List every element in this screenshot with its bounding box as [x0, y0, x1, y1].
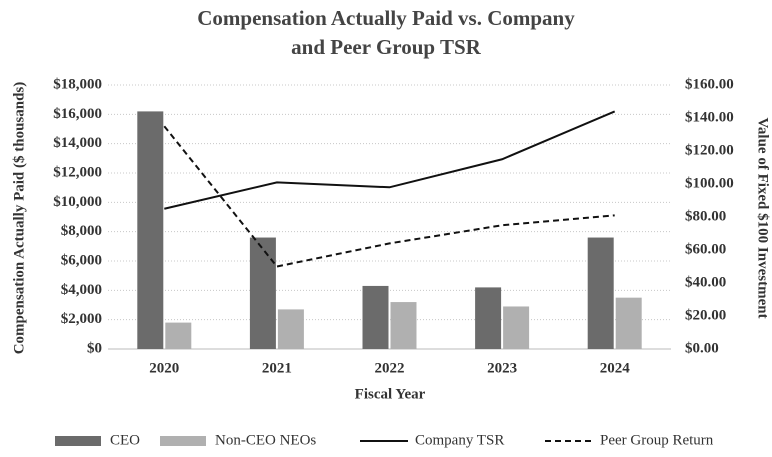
chart-title: and Peer Group TSR [291, 35, 481, 59]
y2-tick-label: $160.00 [685, 76, 734, 92]
bar [277, 309, 304, 349]
x-tick-label: 2020 [149, 360, 179, 376]
chart-title: Compensation Actually Paid vs. Company [197, 6, 575, 30]
y2-tick-label: $60.00 [685, 241, 726, 257]
y2-axis-title: Value of Fixed $100 Investment [755, 117, 771, 318]
bar [249, 237, 276, 349]
x-axis-title: Fiscal Year [355, 386, 426, 402]
y-tick-label: $4,000 [61, 282, 102, 298]
legend-label: CEO [110, 432, 140, 448]
y-tick-label: $2,000 [61, 311, 102, 327]
y2-tick-label: $20.00 [685, 307, 726, 323]
bar [362, 285, 389, 349]
y-tick-label: $0 [87, 340, 102, 356]
legend-swatch [55, 436, 101, 446]
bar [503, 306, 530, 349]
legend-label: Non-CEO NEOs [215, 432, 316, 448]
y2-tick-label: $140.00 [685, 109, 734, 125]
legend-label: Peer Group Return [600, 432, 714, 448]
legend-swatch [160, 436, 206, 446]
x-tick-label: 2024 [600, 360, 631, 376]
y2-tick-label: $40.00 [685, 274, 726, 290]
bar [475, 287, 502, 349]
bar [390, 302, 417, 349]
bar [615, 297, 642, 349]
y-tick-label: $18,000 [53, 76, 102, 92]
y-axis-title: Compensation Actually Paid ($ thousands) [11, 82, 27, 355]
y-tick-label: $14,000 [53, 135, 102, 151]
bar [165, 322, 192, 349]
y-tick-label: $12,000 [53, 164, 102, 180]
bar [137, 111, 164, 350]
line [164, 110, 616, 210]
y2-tick-label: $120.00 [685, 142, 734, 158]
line [163, 125, 615, 268]
x-tick-label: 2021 [262, 360, 292, 376]
y-tick-label: $6,000 [61, 252, 102, 268]
y2-tick-label: $100.00 [685, 175, 734, 191]
y-tick-label: $8,000 [61, 223, 102, 239]
y2-tick-label: $80.00 [685, 208, 726, 224]
y-tick-label: $16,000 [53, 106, 102, 122]
x-tick-label: 2023 [487, 360, 517, 376]
x-tick-label: 2022 [375, 360, 405, 376]
legend-label: Company TSR [415, 432, 504, 448]
bar [587, 237, 614, 349]
y2-tick-label: $0.00 [685, 340, 719, 356]
y-tick-label: $10,000 [53, 194, 102, 210]
